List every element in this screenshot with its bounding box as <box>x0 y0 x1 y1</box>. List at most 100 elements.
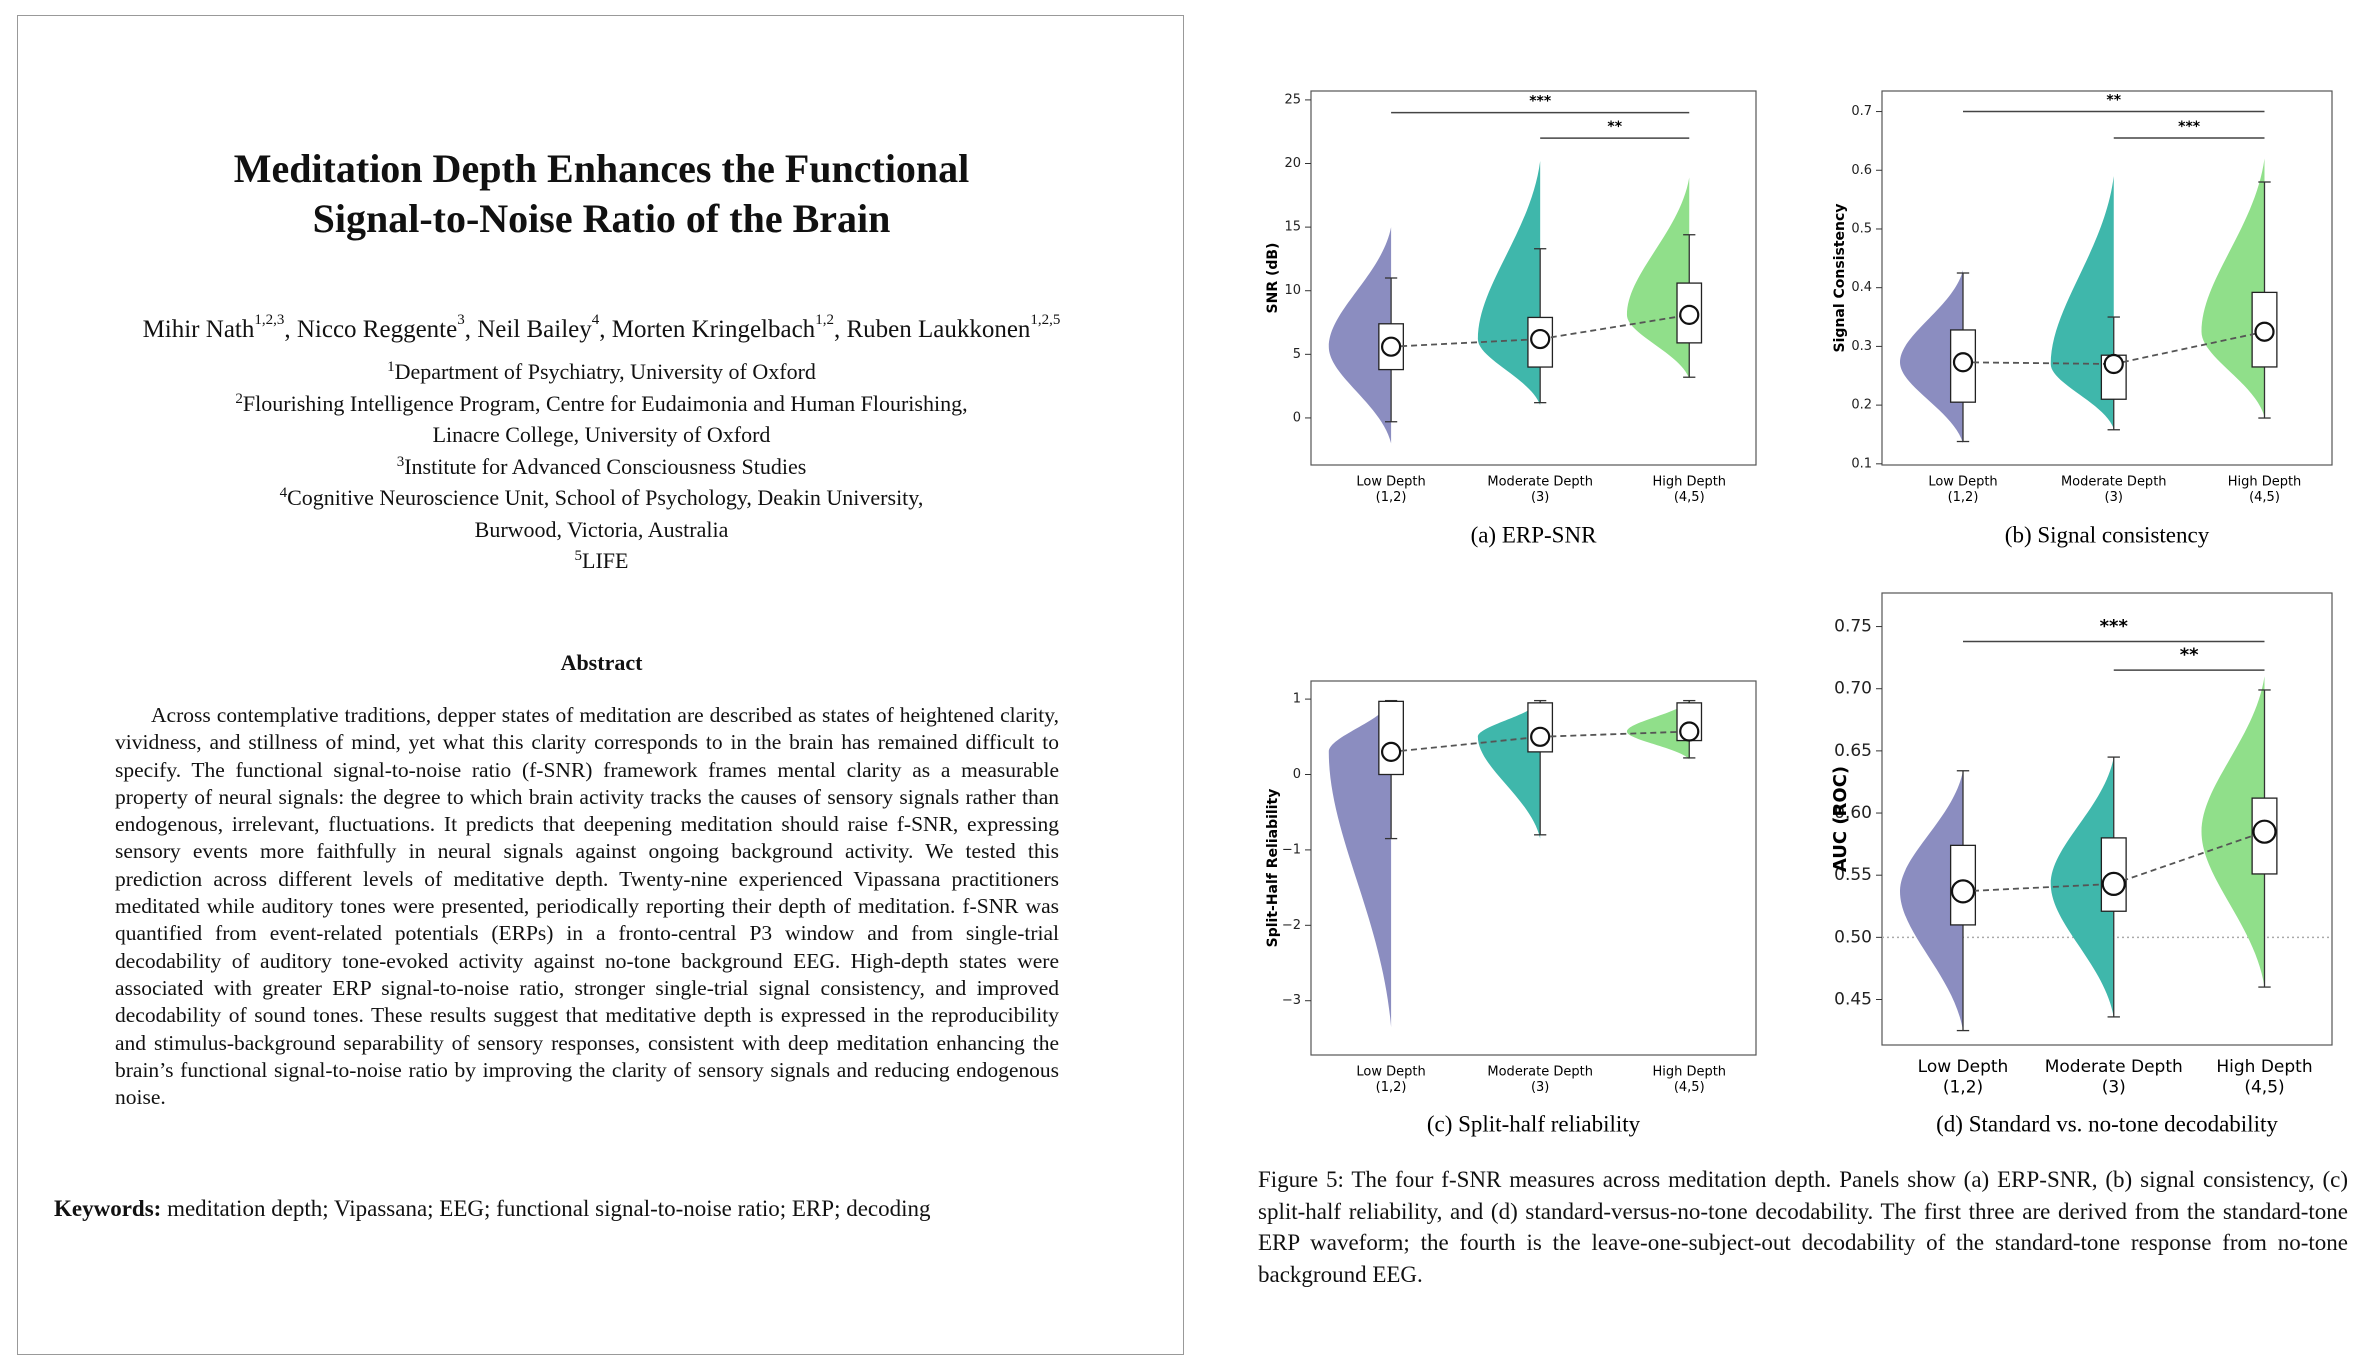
x-tick-label: High Depth <box>2216 1057 2312 1077</box>
panel-caption: (d) Standard vs. no-tone decodability <box>1936 1111 2278 1136</box>
mean-marker <box>1530 328 1551 350</box>
violin <box>1900 270 1963 444</box>
y-tick-label: 0 <box>1293 767 1301 782</box>
title-line: Meditation Depth Enhances the Functional <box>233 146 970 191</box>
violin <box>1477 160 1541 406</box>
affiliation-line: 1Department of Psychiatry, University of… <box>18 356 1185 388</box>
y-axis-title: Split-Half Reliability <box>1265 789 1281 948</box>
y-tick-label: 0.55 <box>1834 865 1872 885</box>
keywords-label: Keywords: <box>54 1196 162 1221</box>
paper-page: Meditation Depth Enhances the Functional… <box>17 15 1184 1355</box>
affiliation-mark: 1 <box>387 359 395 375</box>
mean-marker <box>1530 726 1551 747</box>
x-tick-label: Moderate Depth <box>1487 474 1593 489</box>
x-tick-label: Low Depth <box>1928 474 1997 489</box>
y-tick-label: 15 <box>1284 220 1301 235</box>
box <box>2100 837 2127 912</box>
affiliation-text: Cognitive Neuroscience Unit, School of P… <box>287 485 924 510</box>
y-tick-label: 5 <box>1293 347 1301 362</box>
figure-caption: Figure 5: The four f-SNR measures across… <box>1258 1167 2348 1287</box>
y-tick-label: 0.3 <box>1851 339 1872 354</box>
affiliation-text: Institute for Advanced Consciousness Stu… <box>404 453 807 479</box>
author: Morten Kringelbach1,2, <box>611 312 847 343</box>
box <box>1378 700 1404 776</box>
affiliation-text: Burwood, Victoria, Australia <box>474 516 729 542</box>
violin <box>2201 158 2265 417</box>
affiliation-mark: 4 <box>279 485 288 501</box>
authors: Mihir Nath1,2,3, Nicco Reggente3, Neil B… <box>18 312 1185 344</box>
plot-frame <box>1310 90 1757 466</box>
affiliation-text: LIFE <box>582 548 629 573</box>
affiliation-text: Flourishing Intelligence Program, Centre… <box>242 390 968 416</box>
x-tick-label: Moderate Depth <box>2061 474 2167 489</box>
mean-marker <box>1950 879 1976 904</box>
author: Ruben Laukkonen1,2,5 <box>846 312 1060 343</box>
affiliation-text: Linacre College, University of Oxford <box>432 422 771 447</box>
author-affil: 1,2 <box>815 312 834 328</box>
author: Nicco Reggente3, <box>296 312 478 343</box>
plot-frame <box>1881 90 2333 466</box>
x-tick-sublabel: (4,5) <box>2249 490 2280 505</box>
author-affil: 1,2,5 <box>1030 312 1061 328</box>
x-tick-sublabel: (3) <box>2102 1078 2126 1098</box>
mean-marker <box>1380 741 1402 762</box>
panel-caption: (a) ERP-SNR <box>1471 522 1598 547</box>
y-axis-title: AUC (ROC) <box>1830 766 1851 872</box>
y-tick-label: −2 <box>1282 918 1301 933</box>
y-tick-label: 0.60 <box>1834 803 1872 823</box>
y-tick-label: 0.50 <box>1834 927 1872 947</box>
affiliation-mark: 3 <box>396 453 405 470</box>
affiliation-line: 2Flourishing Intelligence Program, Centr… <box>18 388 1185 420</box>
mean-marker <box>1679 304 1700 325</box>
violin <box>1626 700 1690 760</box>
y-tick-label: 0.5 <box>1851 221 1872 236</box>
author-affil: 1,2,3 <box>254 312 285 328</box>
author-name: Ruben Laukkonen <box>846 316 1031 343</box>
y-tick-label: 10 <box>1284 283 1301 298</box>
mean-marker <box>2254 321 2275 342</box>
significance-label: ** <box>2180 645 2199 666</box>
mean-marker <box>1380 336 1402 357</box>
x-tick-sublabel: (3) <box>2105 490 2123 505</box>
violin <box>1328 227 1392 444</box>
y-tick-label: 25 <box>1284 92 1301 107</box>
affiliation-line: Linacre College, University of Oxford <box>18 419 1185 451</box>
x-tick-sublabel: (1,2) <box>1376 1080 1407 1095</box>
y-tick-label: 0.6 <box>1851 163 1872 178</box>
author: Neil Bailey4, <box>477 312 612 343</box>
author-name: Morten Kringelbach <box>611 316 816 343</box>
x-tick-label: Moderate Depth <box>2045 1057 2183 1077</box>
y-axis-title: Signal Consistency <box>1832 204 1848 353</box>
panel-caption: (b) Signal consistency <box>2005 522 2210 547</box>
x-tick-label: High Depth <box>2228 474 2302 489</box>
violin <box>1900 770 1963 1031</box>
x-tick-sublabel: (1,2) <box>1376 490 1407 505</box>
x-tick-sublabel: (4,5) <box>2244 1078 2284 1098</box>
violin <box>2201 676 2265 988</box>
x-tick-sublabel: (1,2) <box>1948 490 1979 505</box>
title-line: Signal-to-Noise Ratio of the Brain <box>312 196 891 241</box>
mean-marker <box>1679 721 1700 742</box>
affiliation-line: 4Cognitive Neuroscience Unit, School of … <box>18 482 1185 514</box>
x-tick-label: High Depth <box>1652 1064 1726 1079</box>
y-tick-label: 0.1 <box>1851 456 1872 471</box>
significance-label: ** <box>1607 119 1622 135</box>
author-name: Mihir Nath <box>142 316 255 343</box>
affiliations: 1Department of Psychiatry, University of… <box>18 356 1185 577</box>
abstract: Across contemplative traditions, depper … <box>115 703 1059 1110</box>
significance-label: *** <box>2100 616 2129 637</box>
x-tick-label: Low Depth <box>1918 1057 2009 1077</box>
violin <box>2050 757 2114 1017</box>
abstract-heading: Abstract <box>560 650 643 675</box>
panel-caption: (c) Split-half reliability <box>1427 1111 1641 1136</box>
significance-label: ** <box>2106 92 2121 108</box>
y-tick-label: 0.45 <box>1834 990 1872 1010</box>
author-name: Nicco Reggente <box>296 316 458 343</box>
y-axis-title: SNR (dB) <box>1265 243 1281 314</box>
author-name: Neil Bailey <box>477 316 592 343</box>
violin <box>2050 176 2114 429</box>
affiliation-line: Burwood, Victoria, Australia <box>18 514 1185 546</box>
x-tick-sublabel: (4,5) <box>1674 490 1705 505</box>
